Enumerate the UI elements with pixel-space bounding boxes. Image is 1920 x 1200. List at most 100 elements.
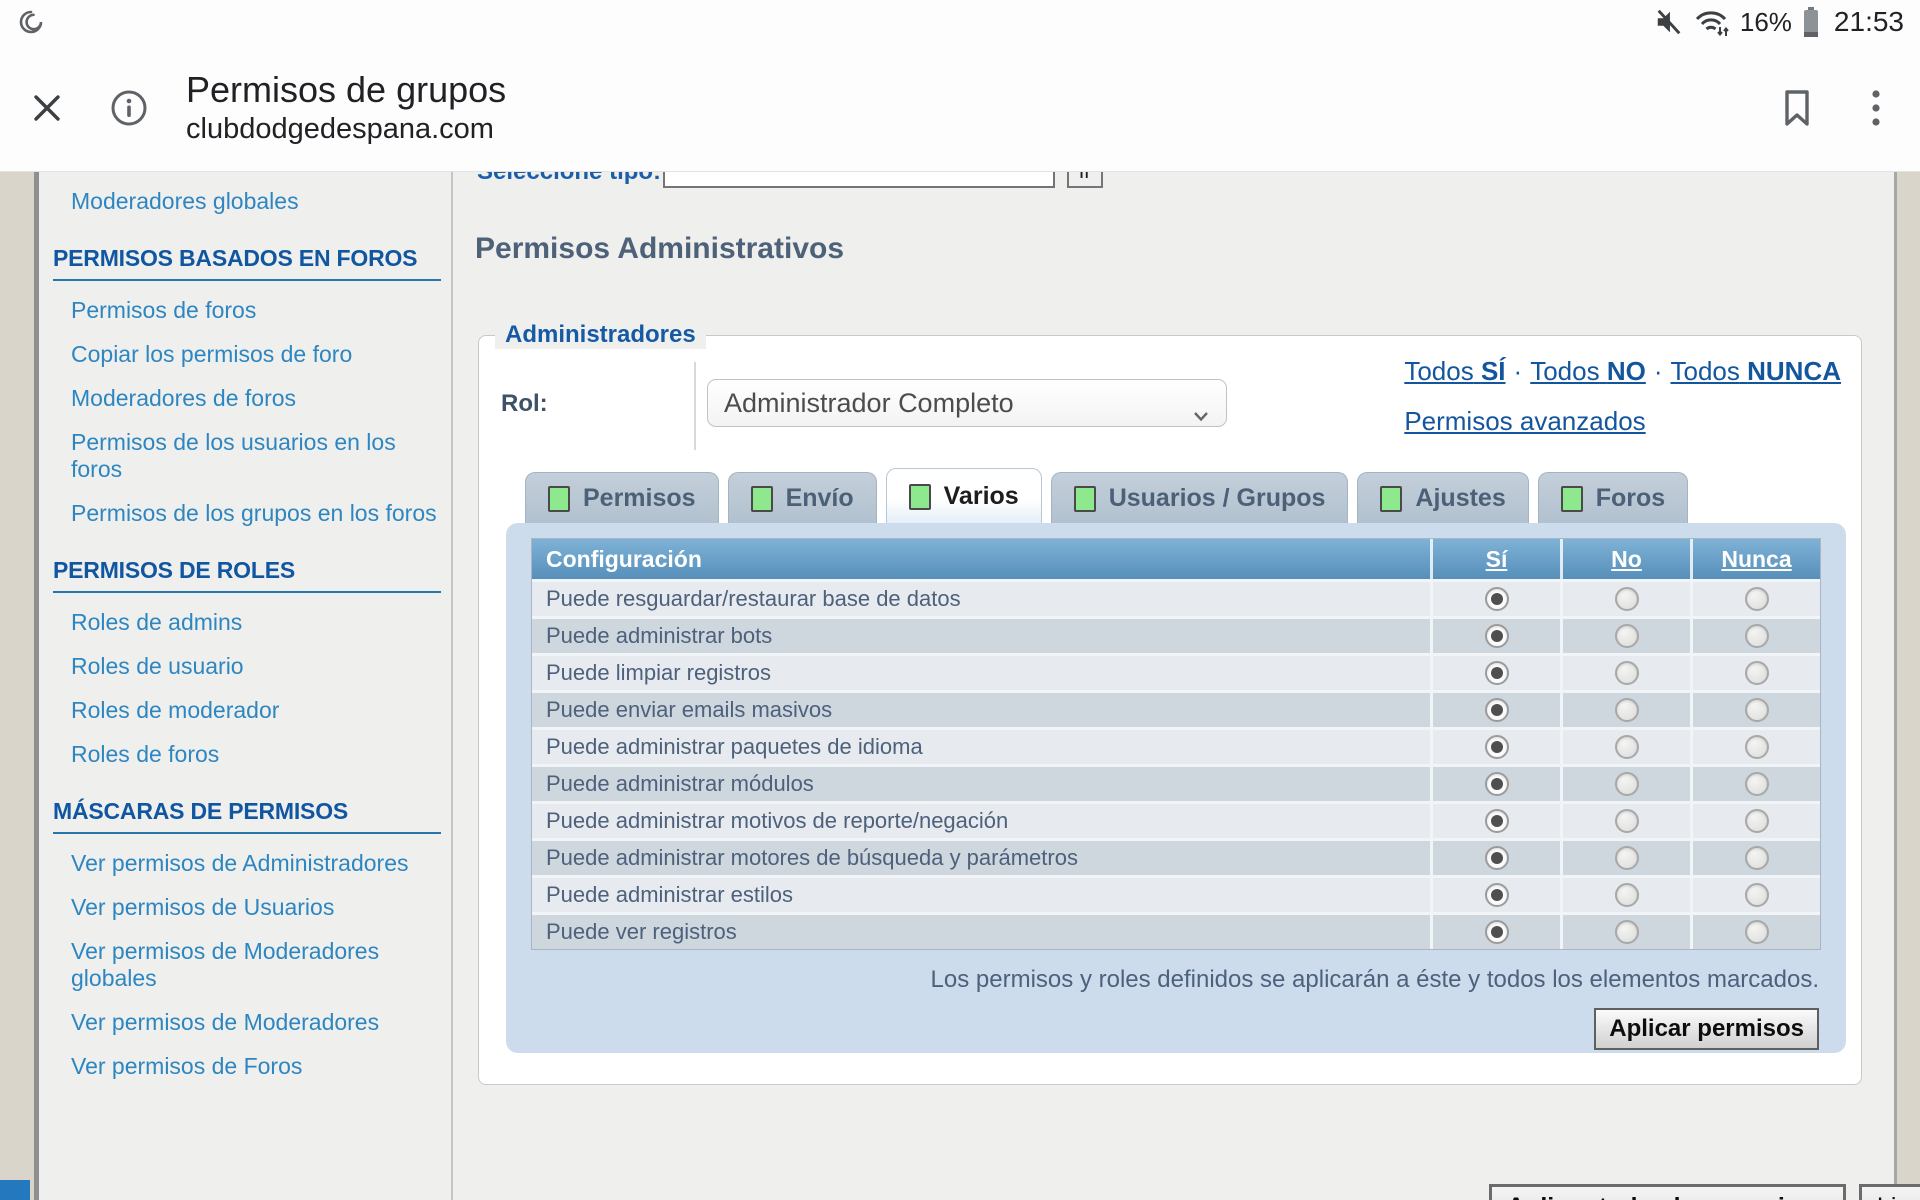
status-indicators: 16% 21:53 (1654, 6, 1904, 38)
radio-yes[interactable] (1484, 661, 1509, 685)
radio-yes[interactable] (1484, 587, 1509, 611)
cell-yes (1430, 619, 1560, 653)
cell-yes (1430, 841, 1560, 875)
radio-no[interactable] (1614, 735, 1639, 759)
sidebar-item[interactable]: Roles de moderador (71, 697, 441, 724)
notification-spiral-icon (16, 7, 46, 37)
radio-yes[interactable] (1484, 920, 1509, 944)
radio-never[interactable] (1744, 735, 1769, 759)
select-type-dropdown[interactable]: Permisos Administrativos (663, 172, 1055, 188)
table-row: Puede resguardar/restaurar base de datos (532, 579, 1820, 616)
sidebar-item: PERMISOS DE ROLES (53, 557, 441, 593)
cell-no (1560, 804, 1690, 838)
radio-never[interactable] (1744, 661, 1769, 685)
cell-never (1690, 804, 1820, 838)
close-icon[interactable] (28, 89, 66, 127)
radio-never[interactable] (1744, 883, 1769, 907)
radio-yes[interactable] (1484, 772, 1509, 796)
radio-yes[interactable] (1484, 846, 1509, 870)
radio-yes[interactable] (1484, 698, 1509, 722)
radio-never[interactable] (1744, 809, 1769, 833)
radio-yes[interactable] (1484, 809, 1509, 833)
sidebar-item[interactable]: Ver permisos de Usuarios (71, 894, 441, 921)
radio-no[interactable] (1614, 846, 1639, 870)
sidebar-item[interactable]: Roles de admins (71, 609, 441, 636)
all-never-link[interactable]: Todos NUNCA (1670, 356, 1841, 386)
radio-no[interactable] (1614, 661, 1639, 685)
overflow-menu-icon[interactable] (1870, 86, 1882, 130)
role-dropdown[interactable]: Administrador Completo (707, 379, 1227, 427)
tab[interactable]: Foros (1537, 472, 1689, 524)
browser-actions (1780, 86, 1882, 130)
tab[interactable]: Ajustes (1357, 472, 1529, 524)
bulk-links-row: Todos SÍ · Todos NO · Todos NUNCA (1404, 358, 1841, 384)
tab[interactable]: Envío (727, 472, 877, 524)
bookmark-icon[interactable] (1780, 87, 1814, 129)
radio-no[interactable] (1614, 809, 1639, 833)
role-label: Rol: (501, 390, 548, 417)
sidebar-item[interactable]: Permisos de foros (71, 297, 441, 324)
clock: 21:53 (1833, 6, 1904, 37)
all-yes-link[interactable]: Todos SÍ (1404, 356, 1506, 386)
radio-never[interactable] (1744, 772, 1769, 796)
radio-no[interactable] (1614, 698, 1639, 722)
bulk-permission-links: Todos SÍ · Todos NO · Todos NUNCA Permisos a… (1404, 358, 1841, 434)
right-edge-strip[interactable] (1897, 172, 1920, 1200)
column-yes-link[interactable]: Sí (1430, 539, 1560, 579)
sidebar-item[interactable]: Roles de usuario (71, 653, 441, 680)
radio-yes[interactable] (1484, 624, 1509, 648)
radio-yes[interactable] (1484, 735, 1509, 759)
sidebar-item[interactable]: Moderadores globales (71, 188, 441, 215)
apply-all-permissions-button[interactable]: Aplicar todos los permisos (1489, 1184, 1846, 1200)
tab[interactable]: Permisos (525, 472, 719, 524)
radio-no[interactable] (1614, 624, 1639, 648)
permission-label: Puede ver registros (546, 919, 737, 944)
radio-never[interactable] (1744, 624, 1769, 648)
apply-permissions-button[interactable]: Aplicar permisos (1594, 1008, 1819, 1050)
radio-never[interactable] (1744, 920, 1769, 944)
radio-no[interactable] (1614, 772, 1639, 796)
sidebar-item[interactable]: Copiar los permisos de foro (71, 341, 441, 368)
sidebar-item[interactable]: Ver permisos de Administradores (71, 850, 441, 877)
wifi-icon (1694, 7, 1730, 37)
table-row: Puede administrar estilos (532, 875, 1820, 912)
advanced-permissions-link[interactable]: Permisos avanzados (1404, 406, 1646, 436)
tab-checkbox-icon (1560, 485, 1583, 512)
radio-never[interactable] (1744, 698, 1769, 722)
tab[interactable]: Varios (885, 468, 1042, 524)
all-no-link[interactable]: Todos NO (1530, 356, 1646, 386)
sidebar-item[interactable]: Ver permisos de Moderadores globales (71, 938, 441, 992)
sidebar-item[interactable]: Roles de foros (71, 741, 441, 768)
sidebar-item[interactable]: Moderadores de foros (71, 385, 441, 412)
mute-icon (1654, 7, 1684, 37)
sidebar-item-label: Ver permisos de Moderadores globales (71, 938, 380, 991)
radio-no[interactable] (1614, 883, 1639, 907)
column-never-link[interactable]: Nunca (1690, 539, 1820, 579)
info-icon[interactable] (108, 87, 150, 129)
radio-never[interactable] (1744, 587, 1769, 611)
tab[interactable]: Usuarios / Grupos (1050, 472, 1349, 524)
separator-dot: · (1653, 356, 1663, 386)
sidebar-item[interactable]: Ver permisos de Foros (71, 1053, 441, 1080)
table-row: Puede enviar emails masivos (532, 690, 1820, 727)
cell-never (1690, 841, 1820, 875)
sidebar: Moderadores globales PERMISOS BASADOS EN… (39, 172, 453, 1200)
cell-yes (1430, 804, 1560, 838)
clear-button[interactable]: Limpiar (1858, 1184, 1920, 1200)
cell-yes (1430, 656, 1560, 690)
role-divider (694, 362, 696, 450)
radio-no[interactable] (1614, 920, 1639, 944)
radio-never[interactable] (1744, 846, 1769, 870)
browser-page-title: Permisos de grupos (186, 68, 507, 110)
radio-yes[interactable] (1484, 883, 1509, 907)
column-no-link[interactable]: No (1560, 539, 1690, 579)
sidebar-item[interactable]: Permisos de los grupos en los foros (71, 500, 441, 527)
sidebar-item[interactable]: Ver permisos de Moderadores (71, 1009, 441, 1036)
tab-checkbox-icon (750, 485, 773, 512)
sidebar-item[interactable]: Permisos de los usuarios en los foros (71, 429, 441, 483)
go-button[interactable]: Ir (1067, 172, 1103, 188)
radio-no[interactable] (1614, 587, 1639, 611)
table-row: Puede administrar módulos (532, 764, 1820, 801)
cell-no (1560, 693, 1690, 727)
